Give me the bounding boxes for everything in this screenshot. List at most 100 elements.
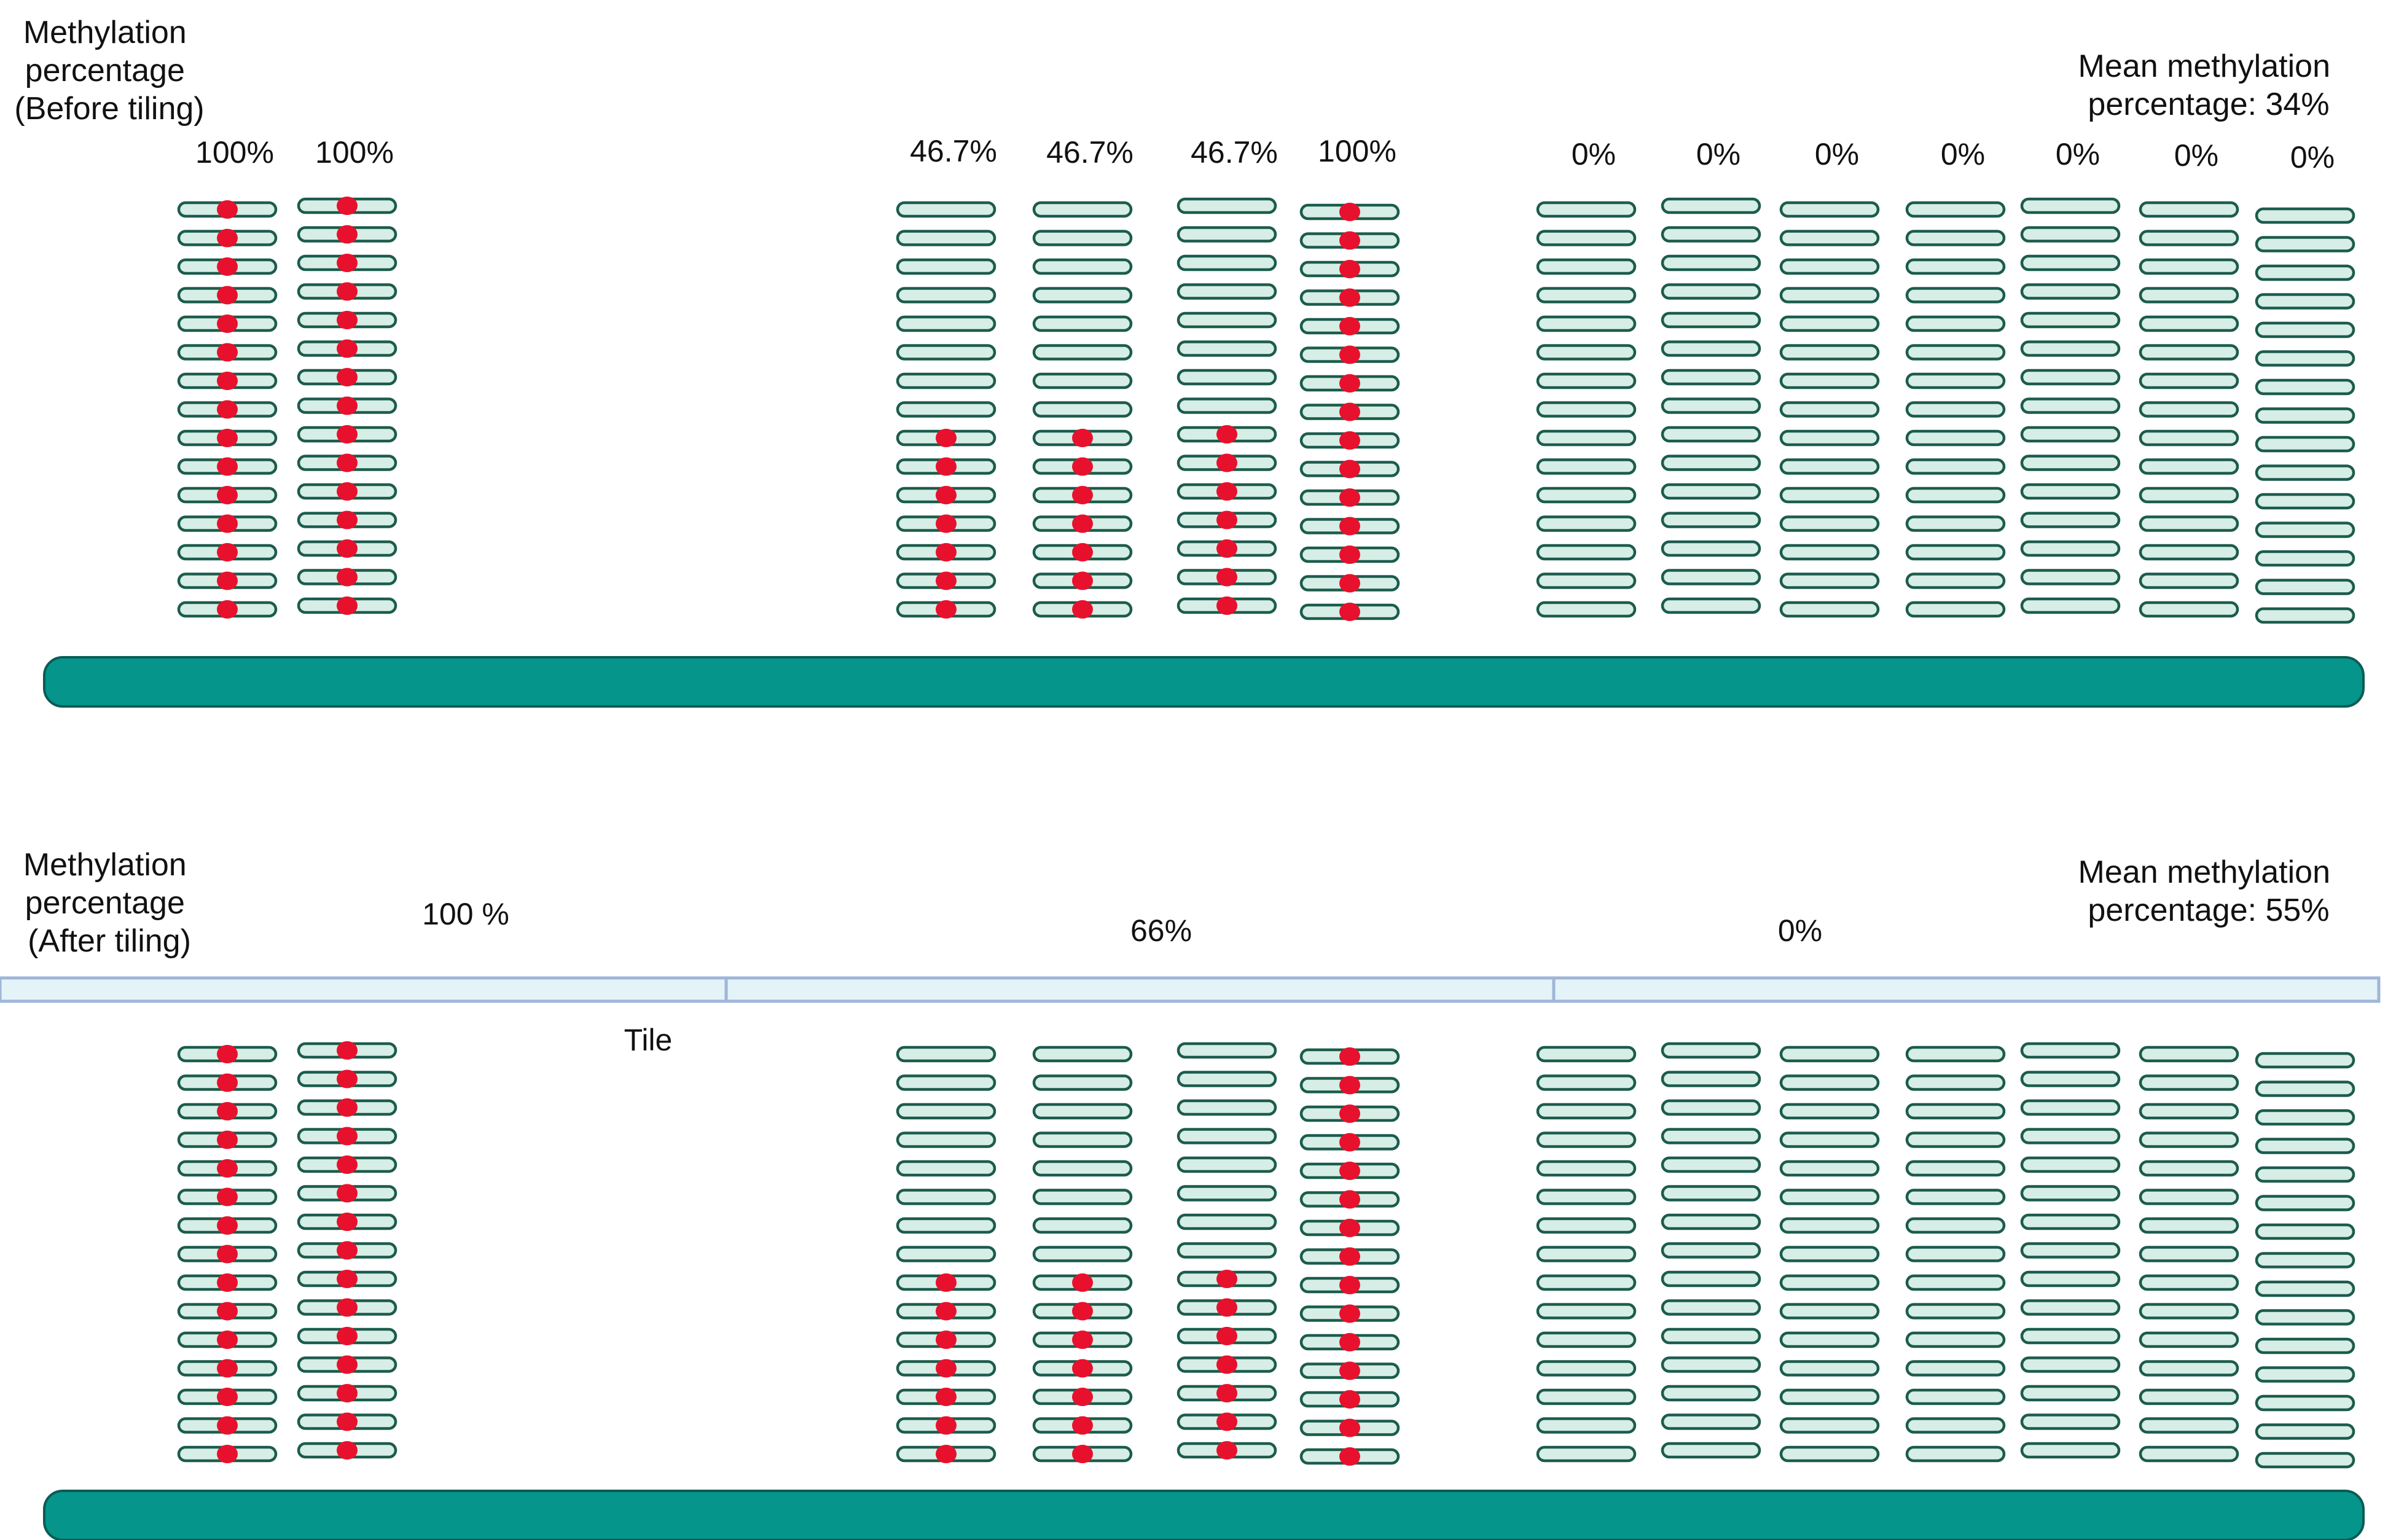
methylation-dot [217,1445,238,1463]
sequencing-read [1779,1074,1880,1091]
sequencing-read [1661,1156,1761,1173]
methylation-dot [1339,1276,1360,1294]
sequencing-read [2255,1052,2355,1069]
sequencing-read [2139,258,2239,275]
sequencing-read [2020,1270,2121,1288]
sequencing-read [1905,258,2006,275]
sequencing-read [1176,340,1277,357]
sequencing-read [2139,573,2239,589]
sequencing-read [1661,283,1761,300]
methylation-dot [1072,486,1093,504]
methylation-dot [217,1416,238,1435]
sequencing-read [1779,201,1880,218]
methylation-dot [1339,488,1360,507]
sequencing-read [2020,512,2121,528]
sequencing-read [1661,597,1761,614]
sequencing-read [2020,226,2121,243]
sequencing-read [2020,397,2121,414]
sequencing-read [2020,455,2121,471]
sequencing-read [1779,287,1880,303]
genome-bar-before [43,656,2365,708]
sequencing-read [2139,1103,2239,1120]
sequencing-read [1536,458,1637,475]
sequencing-read [2139,1074,2239,1091]
sequencing-read [1905,429,2006,447]
sequencing-read [2255,1138,2355,1154]
after-heading: Methylation percentage (After tiling) [23,847,195,959]
sequencing-read [1032,1046,1133,1063]
methylation-dot [1072,514,1093,533]
methylation-dot [936,1359,957,1378]
sequencing-read [2020,1385,2121,1402]
sequencing-read [1661,1071,1761,1087]
sequencing-read [1536,1303,1637,1319]
column-label: 0% [2174,138,2218,173]
methylation-dot [337,1441,358,1460]
methylation-dot [1339,459,1360,479]
methylation-dot [1339,1219,1360,1237]
sequencing-read [1032,201,1133,218]
methylation-dot [337,1355,358,1374]
methylation-dot [1216,510,1237,530]
sequencing-read [2020,483,2121,500]
sequencing-read [2020,197,2121,214]
sequencing-read [1779,1160,1880,1177]
sequencing-read [2139,1417,2239,1434]
sequencing-read [1905,287,2006,303]
sequencing-read [1536,1360,1637,1377]
sequencing-read [2020,369,2121,386]
methylation-dot [337,1384,358,1402]
methylation-dot [337,425,358,444]
methylation-dot [337,1298,358,1317]
methylation-dot [1216,1441,1237,1460]
methylation-dot [217,229,238,248]
sequencing-read [2255,436,2355,453]
sequencing-read [1779,429,1880,447]
methylation-dot [337,1327,358,1345]
sequencing-read [2139,315,2239,332]
sequencing-read [2139,429,2239,447]
tile-1 [0,976,728,1003]
sequencing-read [1032,1074,1133,1091]
sequencing-read [1905,1445,2006,1463]
sequencing-read [2020,1356,2121,1373]
sequencing-read [1536,601,1637,618]
methylation-dot [1339,260,1360,278]
methylation-dot [217,600,238,619]
sequencing-read [2255,1166,2355,1183]
sequencing-read [1661,369,1761,386]
sequencing-read [1536,1445,1637,1463]
sequencing-read [896,315,996,332]
sequencing-read [1779,1132,1880,1148]
after-reads [177,1041,2355,1469]
sequencing-read [1661,197,1761,214]
sequencing-read [2020,1299,2121,1316]
sequencing-read [1176,1156,1277,1173]
methylation-dot [1339,402,1360,421]
sequencing-read [1032,287,1133,303]
sequencing-read [2255,1423,2355,1440]
sequencing-read [1779,1388,1880,1405]
methylation-dot [1339,317,1360,335]
methylation-dot [337,225,358,244]
sequencing-read [2020,1071,2121,1087]
sequencing-read [1176,283,1277,300]
sequencing-read [2020,1242,2121,1259]
sequencing-read [2139,601,2239,618]
methylation-dot [217,343,238,362]
column-label: 100% [315,135,394,170]
sequencing-read [1176,254,1277,272]
methylation-dot [1072,429,1093,447]
methylation-dot [337,596,358,615]
sequencing-read [1779,1046,1880,1063]
sequencing-read [1661,512,1761,528]
methylation-dot [936,1445,957,1463]
methylation-dot [217,1159,238,1178]
sequencing-read [1536,1217,1637,1234]
sequencing-read [1661,1128,1761,1144]
sequencing-read [896,344,996,361]
sequencing-read [1905,601,2006,618]
sequencing-read [1779,1103,1880,1120]
sequencing-read [1536,429,1637,447]
methylation-dot [1072,571,1093,590]
